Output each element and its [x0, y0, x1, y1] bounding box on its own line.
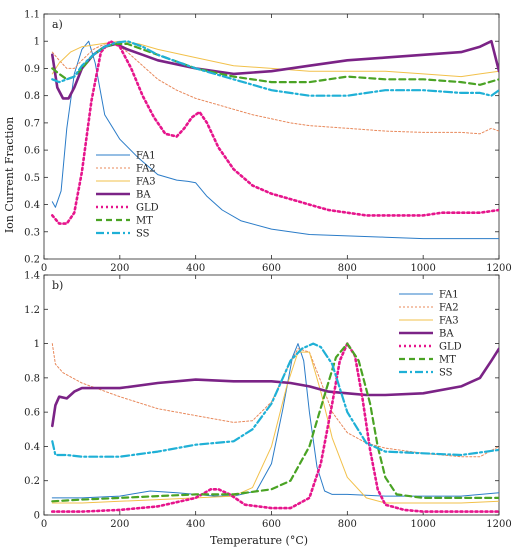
series-line-ss [51, 342, 499, 458]
legend-label-fa3: FA3 [136, 177, 156, 188]
y-tick-label: 0.6 [24, 408, 40, 419]
series-line-fa2 [51, 43, 499, 135]
x-tick-label: 1200 [486, 519, 511, 530]
x-tick-label: 400 [186, 519, 205, 530]
y-tick-label: 0.8 [24, 373, 40, 384]
x-tick-label: 1000 [410, 263, 435, 274]
y-tick-label: 0.2 [24, 476, 40, 487]
y-tick-label: 0.6 [24, 146, 40, 157]
panel-label: b) [52, 279, 63, 292]
legend-label-fa2: FA2 [136, 164, 156, 175]
x-tick-label: 800 [338, 519, 357, 530]
legend: FA1 FA2 FA3 BA GLD MT SS [96, 151, 159, 240]
legend-label-fa3: FA3 [439, 316, 459, 327]
legend-label-ss: SS [439, 368, 453, 379]
series-line-ba [50, 39, 499, 100]
legend-label-gld: GLD [136, 203, 159, 214]
legend-label-gld: GLD [439, 342, 462, 353]
legend: FA1 FA2 FA3 BA GLD MT SS [399, 290, 462, 379]
y-tick-label: 1.2 [24, 305, 40, 316]
series-line-fa3 [51, 40, 499, 78]
panel-b-chart: 0 200 400 600 800 1000 1200 0 0.2 0.4 0.6 0.8 1 1.2 1.… [24, 271, 512, 531]
series-line-mt [51, 342, 499, 503]
legend-label-ba: BA [439, 329, 454, 340]
legend-label-fa2: FA2 [439, 303, 459, 314]
y-tick-label: 0.7 [24, 118, 40, 129]
y-tick-label: 0.2 [24, 255, 40, 266]
series-group [50, 39, 499, 240]
series-line-fa1 [51, 343, 499, 499]
legend-label-mt: MT [439, 355, 456, 366]
legend-label-mt: MT [136, 216, 153, 227]
legend-label-fa1: FA1 [136, 151, 156, 162]
axes-frame [43, 13, 500, 260]
x-tick-label: 600 [262, 519, 281, 530]
series-group [50, 342, 499, 513]
y-tick-label: 0.4 [24, 442, 40, 453]
y-tick-label: 0.3 [24, 227, 40, 238]
axes-frame [43, 274, 500, 516]
x-tick-label: 600 [262, 263, 281, 274]
y-tick-label: 1 [34, 339, 40, 350]
series-line-fa3 [51, 351, 499, 504]
y-tick-label: 0.8 [24, 91, 40, 102]
y-tick-label: 1 [34, 37, 40, 48]
series-line-fa2 [51, 343, 499, 458]
y-tick-label: 0.9 [24, 64, 40, 75]
series-line-ba [50, 347, 499, 428]
y-tick-label: 0.5 [24, 173, 40, 184]
y-tick-label: 1.1 [24, 10, 40, 21]
x-tick-label: 1000 [410, 519, 435, 530]
x-tick-label: 0 [41, 519, 47, 530]
x-tick-label: 1200 [486, 263, 511, 274]
x-tick-label: 0 [41, 263, 47, 274]
x-tick-label: 200 [110, 519, 129, 530]
series-line-ss [51, 40, 499, 97]
legend-label-fa1: FA1 [439, 290, 459, 301]
x-tick-label: 400 [186, 263, 205, 274]
panel-a-chart: 0 200 400 600 800 1000 1200 0.2 0.3 0.4 0.5 0.6 0.7 0… [24, 10, 512, 275]
series-line-fa1 [51, 40, 499, 240]
x-axis-label: Temperature (°C) [210, 534, 308, 547]
series-line-mt [51, 42, 499, 86]
x-tick-label: 200 [110, 263, 129, 274]
y-tick-label: 0 [34, 511, 40, 522]
legend-label-ss: SS [136, 229, 150, 240]
legend-label-ba: BA [136, 190, 151, 201]
series-line-gld [50, 342, 499, 513]
y-tick-label: 1.4 [24, 271, 40, 282]
x-tick-label: 800 [338, 263, 357, 274]
y-axis-label: Ion Current Fraction [3, 117, 16, 233]
panel-label: a) [52, 18, 63, 31]
y-tick-label: 0.4 [24, 200, 40, 211]
series-line-gld [50, 39, 499, 225]
